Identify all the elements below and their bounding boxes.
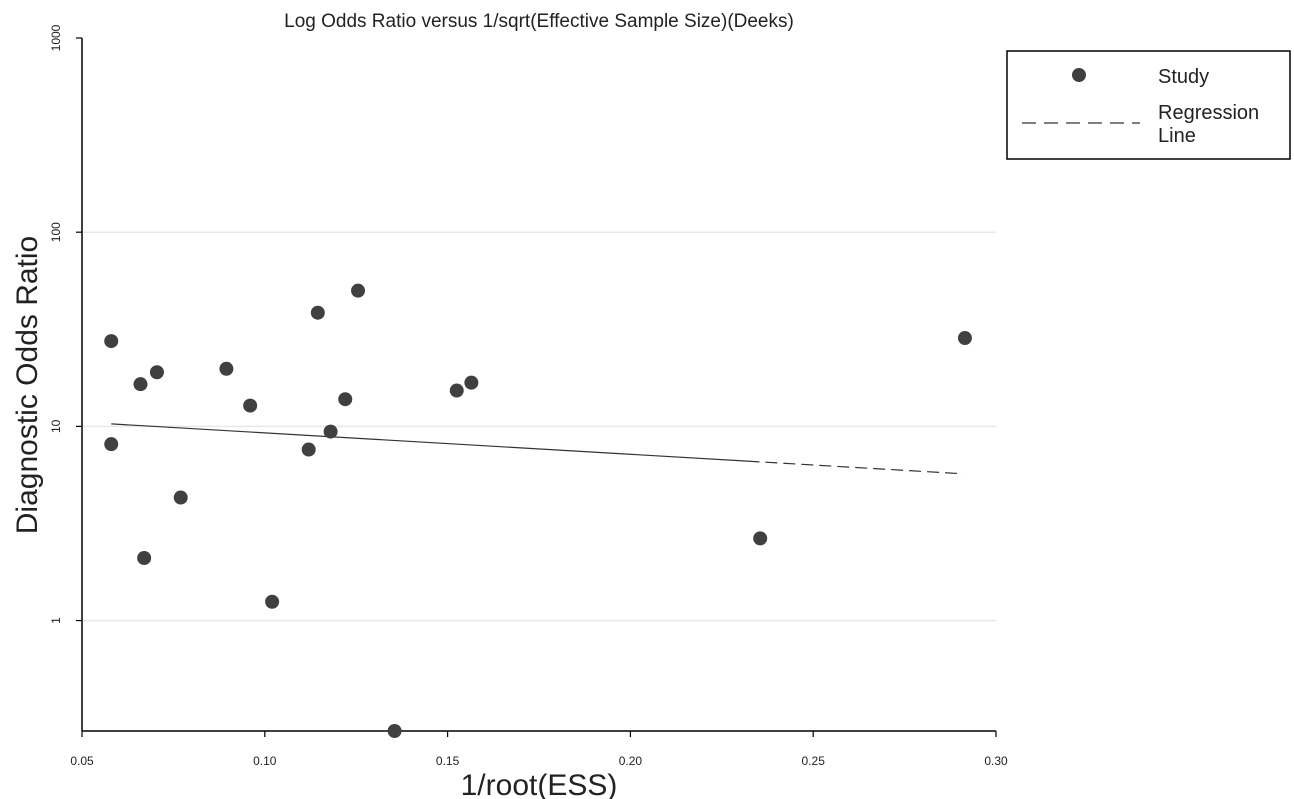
study-point [133, 377, 148, 392]
legend-study-label: Study [1158, 66, 1209, 88]
study-point [387, 724, 402, 738]
study-point [137, 551, 152, 566]
legend-study-marker [1072, 68, 1086, 82]
study-point [338, 392, 353, 407]
grid [82, 231, 996, 622]
study-point [219, 361, 234, 376]
study-point [464, 375, 479, 390]
study-point [265, 594, 280, 609]
study-point [243, 398, 258, 413]
study-point [104, 437, 119, 452]
regression-line [111, 423, 964, 475]
study-point [173, 490, 188, 505]
x-tick-label: 0.05 [70, 754, 94, 768]
study-point [149, 365, 164, 380]
y-tick-label: 1000 [49, 24, 63, 51]
y-tick-label: 100 [49, 222, 63, 242]
regression-line-dashed [747, 460, 964, 475]
study-point [449, 383, 464, 398]
axes [81, 38, 996, 732]
x-tick-label: 0.25 [802, 754, 826, 768]
legend-box [1006, 50, 1291, 160]
legend-regression-label-1: Regression [1158, 102, 1259, 124]
y-axis-title: Diagnostic Odds Ratio [11, 236, 44, 534]
study-points [104, 283, 972, 738]
regression-line-solid [111, 423, 748, 462]
x-tick-label: 0.20 [619, 754, 643, 768]
legend: Study Regression Line [1006, 50, 1291, 160]
study-point [957, 331, 972, 346]
x-ticks: 0.05 0.10 0.15 0.20 0.25 0.30 [70, 731, 1008, 768]
study-point [104, 334, 119, 349]
study-point [323, 424, 338, 439]
y-tick-label: 10 [49, 419, 63, 433]
legend-regression-label-2: Line [1158, 125, 1196, 147]
x-axis-title: 1/root(ESS) [461, 769, 618, 799]
y-tick-label: 1 [49, 617, 63, 624]
x-tick-label: 0.10 [253, 754, 277, 768]
x-tick-label: 0.30 [984, 754, 1008, 768]
study-point [310, 305, 325, 320]
study-point [753, 531, 768, 546]
y-ticks: 1 10 100 1000 [49, 24, 82, 624]
study-point [351, 283, 366, 298]
chart-title: Log Odds Ratio versus 1/sqrt(Effective S… [284, 11, 794, 32]
x-tick-label: 0.15 [436, 754, 460, 768]
study-point [301, 442, 316, 457]
